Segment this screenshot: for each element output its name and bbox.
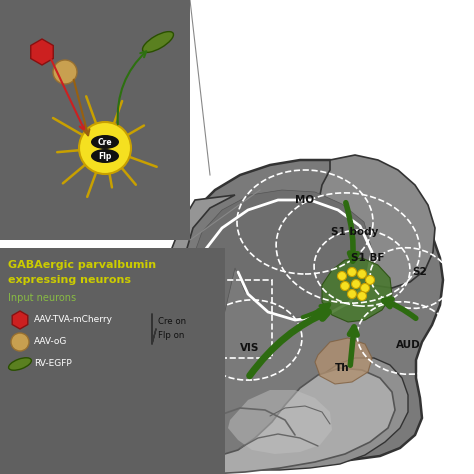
Circle shape xyxy=(347,290,356,299)
Text: S1 BF: S1 BF xyxy=(351,253,385,263)
Circle shape xyxy=(365,275,374,284)
Polygon shape xyxy=(180,190,372,418)
Circle shape xyxy=(347,267,356,276)
Text: AUD: AUD xyxy=(396,340,420,350)
Ellipse shape xyxy=(91,149,119,163)
Circle shape xyxy=(337,272,346,281)
Text: Flp: Flp xyxy=(98,152,112,161)
Polygon shape xyxy=(322,258,392,322)
Text: Cre: Cre xyxy=(98,137,112,146)
Text: Cre on: Cre on xyxy=(158,318,186,327)
Text: RV-EGFP: RV-EGFP xyxy=(34,359,72,368)
Text: expressing neurons: expressing neurons xyxy=(8,275,131,285)
Text: AAV-oG: AAV-oG xyxy=(34,337,67,346)
Circle shape xyxy=(340,282,349,291)
Polygon shape xyxy=(315,338,372,384)
Polygon shape xyxy=(0,0,190,240)
Polygon shape xyxy=(31,39,53,65)
Text: S1 body: S1 body xyxy=(331,227,379,237)
Polygon shape xyxy=(152,368,395,474)
Circle shape xyxy=(352,280,361,289)
Polygon shape xyxy=(165,160,443,462)
Polygon shape xyxy=(228,390,332,454)
Text: VIS: VIS xyxy=(240,343,260,353)
Text: Th: Th xyxy=(335,363,349,373)
Ellipse shape xyxy=(91,135,119,149)
Polygon shape xyxy=(190,358,408,470)
Ellipse shape xyxy=(9,358,31,370)
Text: Flp on: Flp on xyxy=(158,331,184,340)
Text: Input neurons: Input neurons xyxy=(8,293,76,303)
Polygon shape xyxy=(12,311,28,329)
Text: S2: S2 xyxy=(413,267,428,277)
Text: MO: MO xyxy=(295,195,315,205)
Circle shape xyxy=(11,333,29,351)
Text: GABAergic parvalbumin: GABAergic parvalbumin xyxy=(8,260,156,270)
Circle shape xyxy=(53,60,77,84)
Polygon shape xyxy=(148,195,235,470)
Circle shape xyxy=(357,292,366,301)
Polygon shape xyxy=(0,248,225,474)
Text: AAV-TVA-mCherry: AAV-TVA-mCherry xyxy=(34,316,113,325)
Ellipse shape xyxy=(143,32,173,53)
Circle shape xyxy=(361,283,370,292)
Circle shape xyxy=(79,122,131,174)
Polygon shape xyxy=(318,155,435,288)
Circle shape xyxy=(357,270,366,279)
